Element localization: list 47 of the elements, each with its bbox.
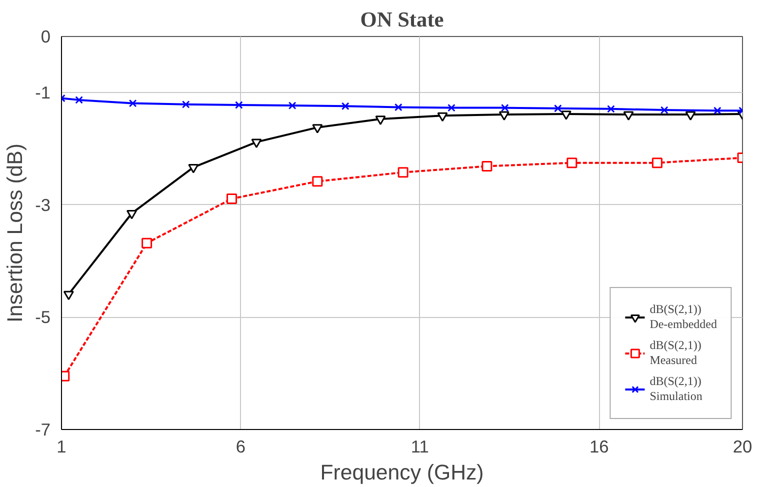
y-tick-label: 0 [40,26,51,46]
point [448,104,456,112]
point [398,167,408,178]
point [482,160,492,172]
point [685,111,696,120]
y-axis-title: Insertion Loss (dB) [3,144,28,322]
point [566,158,578,168]
x-tick-label: 11 [410,436,429,456]
point [375,116,386,125]
point [226,194,237,204]
point [128,99,137,108]
point [63,290,74,300]
point [234,101,243,109]
point [312,176,323,187]
x-tick-label: 6 [236,436,246,456]
point [500,104,509,112]
point [437,112,448,122]
y-tick-label: -3 [35,194,51,215]
point [312,124,323,134]
x-axis-title: Frequency (GHz) [320,460,484,484]
point [182,100,190,108]
point [713,106,722,115]
x-tick-label: 20 [732,436,752,456]
x-tick-label: 1 [56,436,66,456]
point [126,210,137,220]
point [660,106,668,114]
chart-title: ON State [360,8,444,32]
point [75,96,83,104]
y-tick-label: -7 [35,420,51,440]
point [288,102,296,110]
point [251,138,262,148]
legend-label: dB(S(2,1)) Measured [650,338,702,368]
point [623,111,634,120]
legend-label: dB(S(2,1)) De-embedded [650,302,717,332]
y-tick-label: -5 [35,307,51,328]
point [498,111,510,120]
point [394,103,402,112]
point [652,158,662,168]
point [554,104,562,112]
point [607,104,615,113]
point [142,238,152,248]
y-tick-label: -1 [35,82,51,103]
x-tick-label: 16 [589,436,609,456]
point [341,102,350,110]
point [560,110,572,120]
point [188,164,199,174]
legend-label: dB(S(2,1)) Simulation [650,374,702,404]
